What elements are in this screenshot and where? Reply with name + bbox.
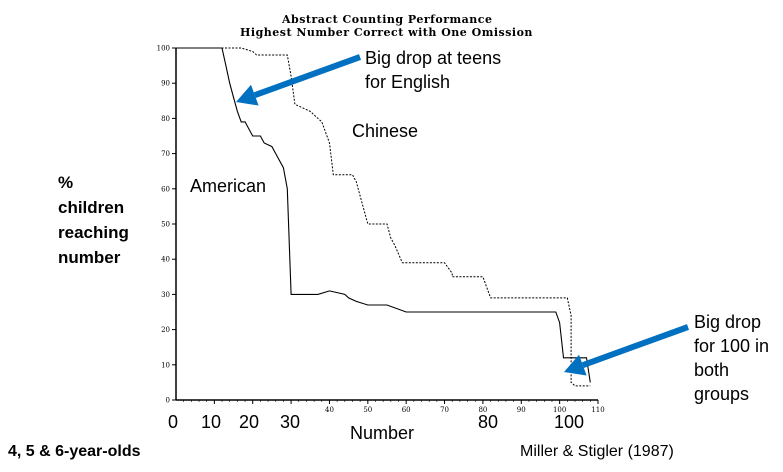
x-tick-label-small: 80 xyxy=(478,406,487,414)
y-axis-label: % children reaching number xyxy=(58,170,129,270)
y-axis-label-line: children xyxy=(58,198,125,217)
footer-citation: Miller & Stigler (1987) xyxy=(520,443,674,460)
y-tick-label: 50 xyxy=(161,221,170,229)
annotation-line: Big drop xyxy=(694,312,762,332)
series-line-american xyxy=(176,47,591,383)
y-tick-label: 0 xyxy=(166,397,170,405)
arrow-hundred-head xyxy=(564,354,587,376)
x-tick-label-small: 110 xyxy=(591,406,604,414)
y-tick-label: 40 xyxy=(161,256,170,264)
x-tick-large: 20 xyxy=(239,412,260,432)
x-tick-label-small: 40 xyxy=(325,406,334,414)
y-tick-label: 20 xyxy=(161,326,170,334)
y-tick-label: 10 xyxy=(161,361,170,369)
y-tick-label: 30 xyxy=(161,291,170,299)
annotation-line: both xyxy=(694,360,730,380)
x-tick-large: 80 xyxy=(478,412,499,432)
arrow-teens-head xyxy=(236,84,259,106)
y-tick-label: 70 xyxy=(161,150,170,158)
arrow-hundred-shaft xyxy=(581,324,690,368)
series-line-chinese xyxy=(176,47,591,387)
annotation-line: for English xyxy=(365,72,451,92)
series-label-american: American xyxy=(190,176,267,196)
y-tick-label: 60 xyxy=(161,185,170,193)
chart-title: Abstract Counting Performance xyxy=(282,13,493,26)
y-axis-label-line: % xyxy=(58,173,74,192)
annotation-teens-drop: Big drop at teens for English xyxy=(365,46,501,94)
annotation-hundred-drop: Big drop for 100 in both groups xyxy=(694,310,769,406)
x-tick-label-small: 60 xyxy=(402,406,411,414)
y-tick-label: 100 xyxy=(157,45,170,53)
series-label-chinese: Chinese xyxy=(352,121,419,141)
annotation-line: Big drop at teens xyxy=(365,48,502,68)
y-axis-label-line: number xyxy=(58,248,121,267)
x-tick-label-small: 50 xyxy=(363,406,372,414)
arrow-teens-shaft xyxy=(253,54,362,98)
x-tick-label-small: 90 xyxy=(517,406,526,414)
x-tick-large: 30 xyxy=(280,412,301,432)
y-tick-label: 80 xyxy=(161,115,170,123)
series-lines xyxy=(176,47,591,387)
x-tick-large: 100 xyxy=(554,412,585,432)
x-tick-label-small: 100 xyxy=(553,406,566,414)
x-tick-label-small: 70 xyxy=(440,406,449,414)
x-tick-large: 10 xyxy=(201,412,222,432)
annotation-line: groups xyxy=(694,384,750,404)
annotation-line: for 100 in xyxy=(694,336,770,356)
y-tick-label: 90 xyxy=(161,80,170,88)
annotation-arrows xyxy=(236,54,690,376)
x-axis-label: Number xyxy=(350,423,415,443)
footer-age-group: 4, 5 & 6-year-olds xyxy=(8,443,141,460)
y-axis-label-line: reaching xyxy=(58,223,129,242)
x-tick-large: 0 xyxy=(168,412,179,432)
chart-subtitle: Highest Number Correct with One Omission xyxy=(240,26,533,39)
